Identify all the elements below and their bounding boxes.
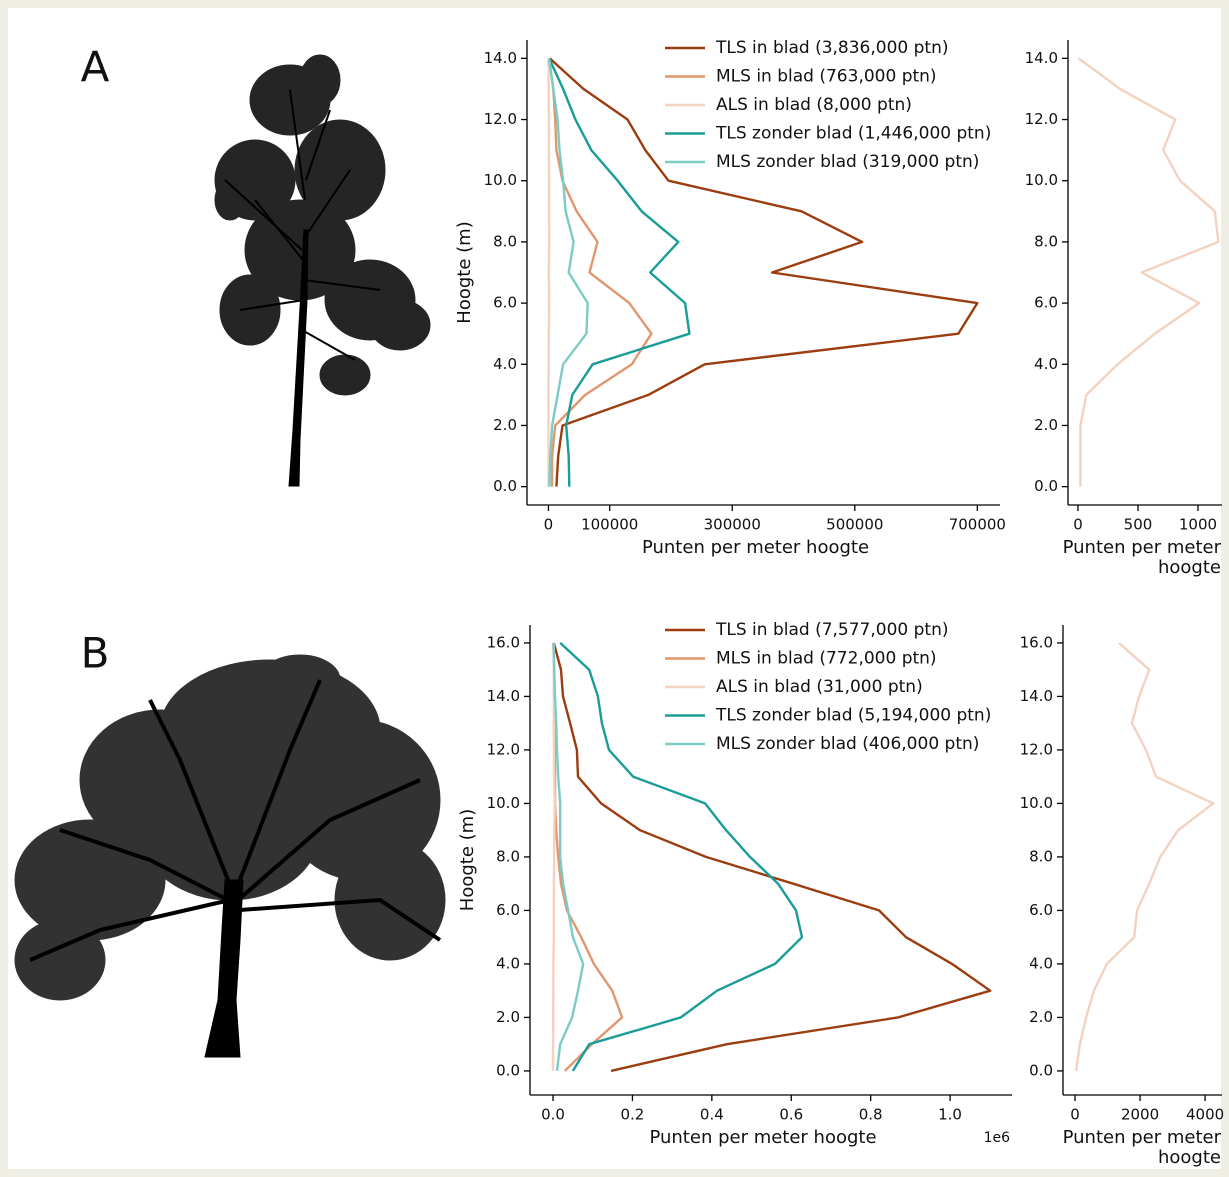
- y-tick-label: 8.0: [1034, 232, 1058, 250]
- y-tick-label: 4.0: [493, 355, 517, 373]
- series-line: [547, 58, 589, 487]
- y-tick-label: 4.0: [1034, 355, 1058, 373]
- y-tick-label: 12.0: [484, 110, 517, 128]
- y-tick-label: 6.0: [1029, 901, 1053, 919]
- y-tick-label: 0.0: [493, 477, 517, 495]
- y-tick-label: 8.0: [496, 847, 520, 865]
- x-tick-label: 0: [1070, 1106, 1080, 1124]
- legend-label: MLS zonder blad (319,000 ptn): [716, 152, 979, 172]
- legend-label: MLS in blad (772,000 ptn): [716, 649, 937, 669]
- x-tick-label: 0.6: [779, 1106, 803, 1124]
- y-axis-label: Hoogte (m): [454, 221, 475, 323]
- y-tick-label: 2.0: [1029, 1008, 1053, 1026]
- tree-a-silhouette: [214, 54, 431, 487]
- x-tick-label: 500000: [826, 516, 883, 534]
- x-tick-label: 2000: [1121, 1106, 1159, 1124]
- y-tick-label: 2.0: [493, 416, 517, 434]
- legend-label: MLS in blad (763,000 ptn): [716, 67, 937, 87]
- x-tick-label: 500: [1124, 516, 1153, 534]
- y-tick-label: 10.0: [1025, 171, 1058, 189]
- x-axis-label: hoogte: [1158, 557, 1221, 578]
- x-tick-label: 100000: [581, 516, 638, 534]
- series-line: [1074, 642, 1215, 1072]
- tree-b-silhouette: [14, 654, 446, 1058]
- y-tick-label: 14.0: [487, 687, 520, 705]
- series-line: [547, 58, 551, 487]
- x-tick-label: 0.8: [859, 1106, 883, 1124]
- x-axis-label: Punten per meter: [1063, 1127, 1222, 1148]
- series-line: [548, 57, 691, 487]
- y-tick-label: 8.0: [1029, 847, 1053, 865]
- series-line: [552, 642, 585, 1072]
- y-tick-label: 6.0: [1034, 294, 1058, 312]
- y-tick-label: 14.0: [1025, 49, 1058, 67]
- y-axis-label: Hoogte (m): [457, 809, 478, 911]
- x-tick-label: 0.4: [700, 1106, 724, 1124]
- x-offset-label: 1e6: [984, 1130, 1011, 1146]
- y-tick-label: 8.0: [493, 232, 517, 250]
- panel-label: A: [81, 43, 110, 92]
- y-tick-label: 0.0: [496, 1061, 520, 1079]
- x-tick-label: 0.2: [621, 1106, 645, 1124]
- legend-label: TLS zonder blad (1,446,000 ptn): [715, 124, 991, 144]
- x-tick-label: 700000: [949, 516, 1006, 534]
- y-tick-label: 12.0: [487, 740, 520, 758]
- y-tick-label: 16.0: [487, 633, 520, 651]
- legend-label: MLS zonder blad (406,000 ptn): [716, 734, 979, 754]
- x-tick-label: 300000: [704, 516, 761, 534]
- y-tick-label: 0.0: [1029, 1061, 1053, 1079]
- y-tick-label: 6.0: [493, 294, 517, 312]
- x-axis-label: Punten per meter: [1063, 537, 1222, 558]
- y-tick-label: 4.0: [496, 954, 520, 972]
- x-tick-label: 0.0: [541, 1106, 565, 1124]
- y-tick-label: 14.0: [1020, 687, 1053, 705]
- y-tick-label: 10.0: [484, 171, 517, 189]
- panel-label: B: [81, 629, 110, 678]
- x-tick-label: 1000: [1179, 516, 1217, 534]
- figure-background: [8, 8, 1221, 1169]
- y-tick-label: 6.0: [496, 901, 520, 919]
- y-tick-label: 12.0: [1020, 740, 1053, 758]
- y-tick-label: 12.0: [1025, 110, 1058, 128]
- y-tick-label: 0.0: [1034, 477, 1058, 495]
- x-tick-label: 0: [1073, 516, 1083, 534]
- y-tick-label: 4.0: [1029, 954, 1053, 972]
- y-tick-label: 10.0: [1020, 794, 1053, 812]
- x-axis-label: Punten per meter hoogte: [649, 1127, 876, 1148]
- y-tick-label: 10.0: [487, 794, 520, 812]
- y-tick-label: 2.0: [496, 1008, 520, 1026]
- y-tick-label: 2.0: [1034, 416, 1058, 434]
- x-axis-label: Punten per meter hoogte: [642, 537, 869, 558]
- legend-label: ALS in blad (31,000 ptn): [716, 677, 923, 697]
- y-tick-label: 14.0: [484, 49, 517, 67]
- series-line: [547, 58, 653, 487]
- series-line: [552, 642, 992, 1073]
- x-tick-label: 1.0: [938, 1106, 962, 1124]
- series-line: [551, 642, 556, 1071]
- legend-label: TLS zonder blad (5,194,000 ptn): [715, 706, 991, 726]
- y-tick-label: 16.0: [1020, 633, 1053, 651]
- x-axis-label: hoogte: [1158, 1147, 1221, 1168]
- series-line: [1077, 57, 1220, 487]
- x-tick-label: 0: [544, 516, 554, 534]
- legend-label: ALS in blad (8,000 ptn): [716, 95, 912, 115]
- series-line: [559, 642, 804, 1072]
- series-line: [548, 57, 979, 487]
- x-tick-label: 4000: [1186, 1106, 1224, 1124]
- legend-label: TLS in blad (7,577,000 ptn): [715, 620, 949, 640]
- legend-label: TLS in blad (3,836,000 ptn): [715, 38, 949, 58]
